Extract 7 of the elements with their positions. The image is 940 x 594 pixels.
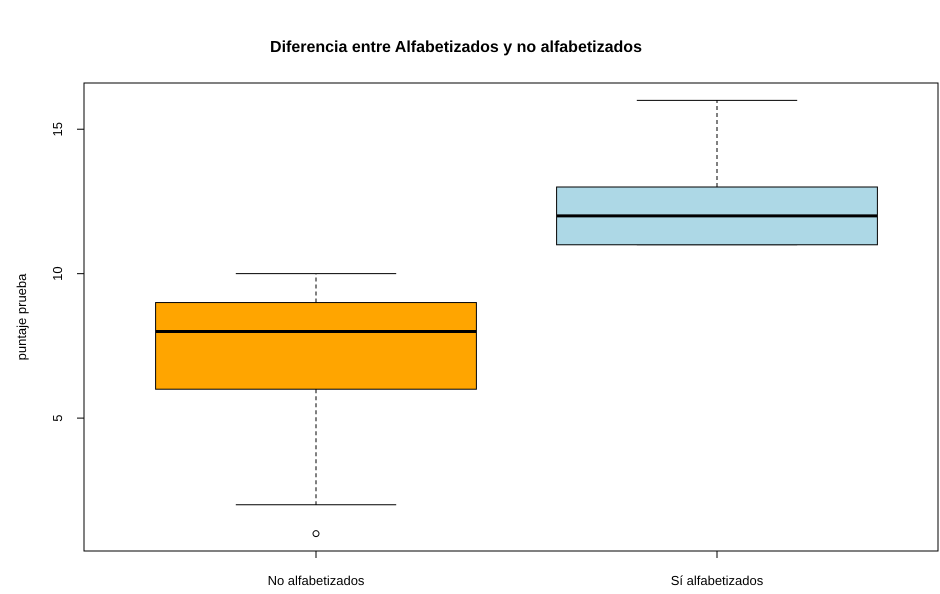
y-tick-label: 10: [50, 266, 65, 281]
x-tick-label: No alfabetizados: [268, 573, 365, 588]
chart-title: Diferencia entre Alfabetizados y no alfabetizados: [270, 39, 642, 56]
y-tick-label: 15: [50, 122, 65, 136]
y-axis-title: puntaje prueba: [14, 272, 29, 360]
y-tick-label: 5: [50, 414, 65, 422]
x-tick-label: Sí alfabetizados: [670, 573, 764, 588]
